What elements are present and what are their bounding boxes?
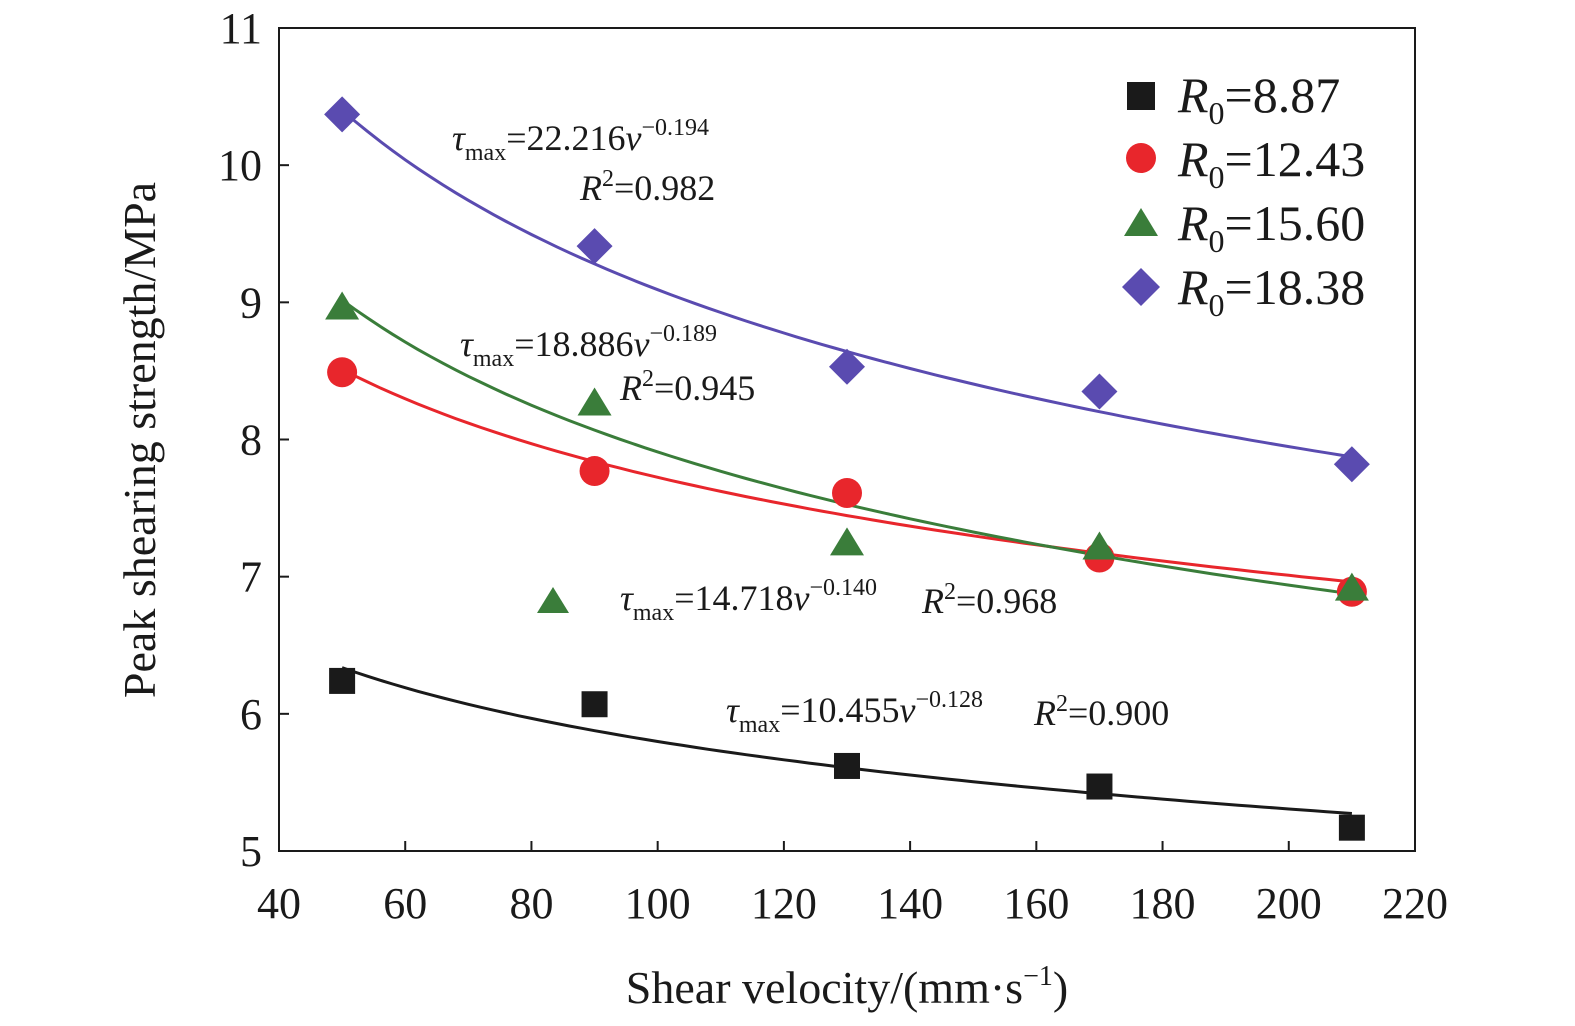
x-axis-title: Shear velocity/(mm·s−1) bbox=[626, 961, 1068, 1013]
x-tick-label: 180 bbox=[1130, 879, 1196, 928]
point-r1560 bbox=[325, 291, 360, 320]
r2-r1560: R2=0.945 bbox=[619, 366, 755, 408]
equation-r1243: τmax=14.718v−0.140 bbox=[620, 575, 877, 626]
legend-label: R0=12.43 bbox=[1177, 131, 1365, 195]
legend-item-r1838: R0=18.38 bbox=[1122, 259, 1365, 323]
point-r1560 bbox=[830, 527, 864, 556]
y-tick-label: 5 bbox=[240, 827, 262, 876]
x-tick-label: 100 bbox=[625, 879, 691, 928]
point-r1838 bbox=[1081, 373, 1118, 410]
legend-item-r1243: R0=12.43 bbox=[1126, 131, 1365, 195]
equation-r1838: τmax=22.216v−0.194 bbox=[452, 115, 709, 166]
equation-r1560: τmax=18.886v−0.189 bbox=[460, 321, 717, 372]
x-tick-label: 200 bbox=[1256, 879, 1322, 928]
point-r1243 bbox=[327, 357, 358, 388]
x-tick-label: 140 bbox=[877, 879, 943, 928]
point-r1838 bbox=[576, 228, 613, 265]
legend-label: R0=18.38 bbox=[1177, 259, 1365, 323]
y-tick-label: 10 bbox=[218, 141, 262, 190]
stray-triangle-marker bbox=[537, 587, 569, 613]
legend-item-r887: R0=8.87 bbox=[1127, 67, 1340, 131]
point-r887 bbox=[834, 752, 860, 779]
x-axis: 40 60 80 100 120 140 160 180 200 220 bbox=[257, 841, 1448, 928]
x-tick-label: 160 bbox=[1003, 879, 1069, 928]
legend: R0=8.87 R0=12.43 R0=15.60 R0=18.38 bbox=[1122, 67, 1365, 323]
r2-r1243: R2=0.968 bbox=[921, 579, 1057, 621]
point-r1560 bbox=[1082, 531, 1117, 560]
x-tick-label: 80 bbox=[509, 879, 553, 928]
y-axis: 5 6 7 8 9 10 11 bbox=[218, 4, 289, 876]
point-r887 bbox=[1086, 773, 1113, 800]
legend-label: R0=8.87 bbox=[1177, 67, 1340, 131]
legend-marker-triangle bbox=[1124, 208, 1158, 236]
point-r887 bbox=[329, 667, 356, 694]
fit-curve-r1243 bbox=[341, 368, 1353, 584]
data-points bbox=[324, 96, 1370, 841]
y-axis-title: Peak shearing strength/MPa bbox=[114, 182, 165, 698]
y-tick-label: 11 bbox=[220, 4, 262, 53]
point-r1243 bbox=[832, 477, 862, 508]
r2-r887: R2=0.900 bbox=[1033, 691, 1169, 733]
point-r887 bbox=[1338, 814, 1365, 841]
legend-label: R0=15.60 bbox=[1177, 195, 1365, 259]
y-tick-label: 9 bbox=[240, 278, 262, 327]
x-tick-label: 60 bbox=[383, 879, 427, 928]
point-r1560 bbox=[577, 387, 612, 416]
y-tick-label: 7 bbox=[240, 553, 262, 602]
point-r887 bbox=[581, 691, 608, 718]
point-r1838 bbox=[829, 348, 865, 385]
legend-marker-circle bbox=[1126, 143, 1156, 173]
y-tick-label: 8 bbox=[240, 416, 262, 465]
point-r1838 bbox=[1333, 446, 1370, 483]
point-r1838 bbox=[324, 96, 361, 133]
y-tick-label: 6 bbox=[240, 690, 262, 739]
legend-marker-diamond bbox=[1122, 268, 1160, 306]
legend-item-r1560: R0=15.60 bbox=[1124, 195, 1365, 259]
point-r1243 bbox=[579, 456, 610, 487]
legend-marker-square bbox=[1127, 82, 1155, 110]
x-tick-label: 40 bbox=[257, 879, 301, 928]
equation-r887: τmax=10.455v−0.128 bbox=[726, 687, 983, 738]
r2-r1838: R2=0.982 bbox=[579, 166, 715, 208]
point-r1560 bbox=[1334, 572, 1369, 601]
x-tick-label: 220 bbox=[1382, 879, 1448, 928]
x-tick-label: 120 bbox=[751, 879, 817, 928]
